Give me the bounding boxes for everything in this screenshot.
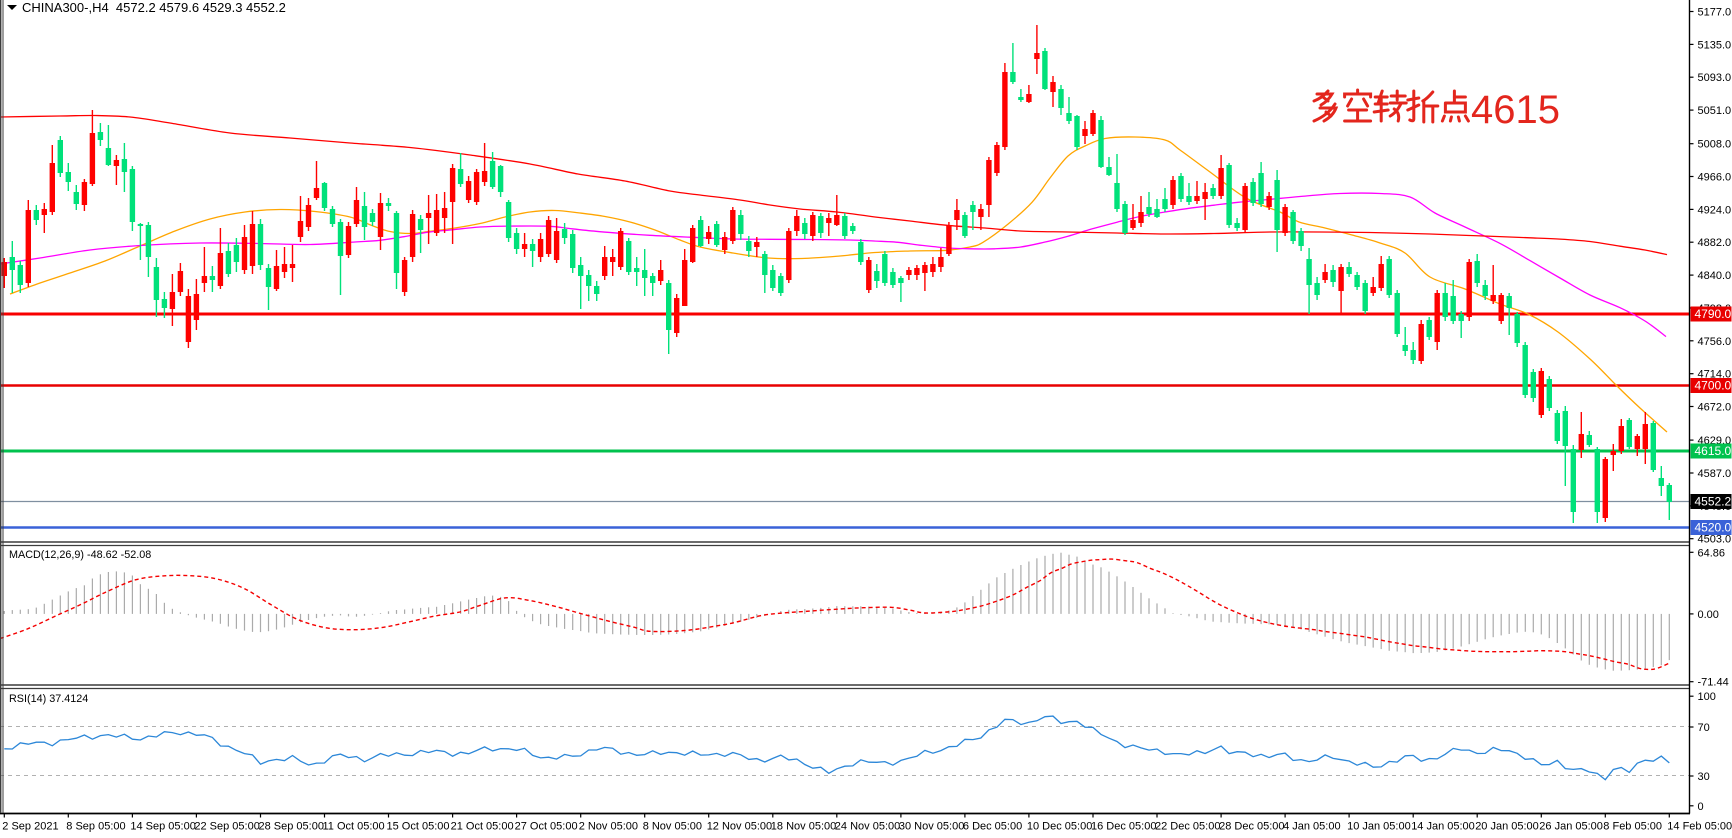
- svg-text:24 Nov 05:00: 24 Nov 05:00: [835, 821, 900, 833]
- svg-text:4756.0: 4756.0: [1698, 336, 1732, 348]
- svg-text:22 Sep 05:00: 22 Sep 05:00: [194, 821, 259, 833]
- svg-text:2 Sep 2021: 2 Sep 2021: [2, 821, 58, 833]
- svg-text:27 Oct 05:00: 27 Oct 05:00: [515, 821, 578, 833]
- svg-text:CHINA300-,H4 4572.2 4579.6 45: CHINA300-,H4 4572.2 4579.6 4529.3 4552.2: [22, 0, 286, 15]
- svg-text:10 Dec 05:00: 10 Dec 05:00: [1027, 821, 1092, 833]
- svg-text:RSI(14) 37.4124: RSI(14) 37.4124: [9, 693, 88, 705]
- svg-text:4840.0: 4840.0: [1698, 270, 1732, 282]
- svg-text:4552.2: 4552.2: [1695, 495, 1732, 509]
- svg-text:100: 100: [1698, 691, 1716, 703]
- svg-text:4672.0: 4672.0: [1698, 402, 1732, 414]
- svg-text:2 Nov 05:00: 2 Nov 05:00: [579, 821, 638, 833]
- svg-text:22 Dec 05:00: 22 Dec 05:00: [1155, 821, 1220, 833]
- svg-text:5177.0: 5177.0: [1698, 7, 1732, 19]
- svg-text:5093.0: 5093.0: [1698, 72, 1732, 84]
- svg-text:8 Nov 05:00: 8 Nov 05:00: [643, 821, 702, 833]
- svg-text:4790.0: 4790.0: [1695, 307, 1732, 321]
- svg-text:4700.0: 4700.0: [1695, 379, 1732, 393]
- svg-text:15 Oct 05:00: 15 Oct 05:00: [387, 821, 450, 833]
- svg-text:26 Jan 05:00: 26 Jan 05:00: [1539, 821, 1603, 833]
- svg-text:5135.0: 5135.0: [1698, 39, 1732, 51]
- svg-text:11 Oct 05:00: 11 Oct 05:00: [323, 821, 385, 833]
- svg-text:0: 0: [1698, 801, 1704, 813]
- svg-text:4503.0: 4503.0: [1698, 534, 1732, 546]
- svg-text:6 Dec 05:00: 6 Dec 05:00: [963, 821, 1022, 833]
- svg-text:64.86: 64.86: [1698, 547, 1726, 559]
- svg-text:16 Dec 05:00: 16 Dec 05:00: [1091, 821, 1156, 833]
- svg-text:5008.0: 5008.0: [1698, 139, 1732, 151]
- svg-text:4615: 4615: [1471, 88, 1560, 132]
- svg-text:21 Oct 05:00: 21 Oct 05:00: [451, 821, 514, 833]
- svg-text:8 Sep 05:00: 8 Sep 05:00: [66, 821, 125, 833]
- svg-text:14 Jan 05:00: 14 Jan 05:00: [1411, 821, 1475, 833]
- svg-text:30: 30: [1698, 771, 1710, 783]
- svg-text:14 Feb 05:00: 14 Feb 05:00: [1667, 821, 1732, 833]
- svg-text:12 Nov 05:00: 12 Nov 05:00: [707, 821, 772, 833]
- svg-text:8 Feb 05:00: 8 Feb 05:00: [1603, 821, 1662, 833]
- svg-text:20 Jan 05:00: 20 Jan 05:00: [1475, 821, 1539, 833]
- svg-text:4714.0: 4714.0: [1698, 369, 1732, 381]
- svg-text:4882.0: 4882.0: [1698, 237, 1732, 249]
- svg-text:4615.0: 4615.0: [1695, 444, 1732, 458]
- svg-text:0.00: 0.00: [1698, 609, 1719, 621]
- svg-text:4520.0: 4520.0: [1695, 521, 1732, 535]
- svg-text:5051.0: 5051.0: [1698, 105, 1732, 117]
- svg-text:4587.0: 4587.0: [1698, 468, 1732, 480]
- svg-text:28 Sep 05:00: 28 Sep 05:00: [259, 821, 324, 833]
- svg-text:70: 70: [1698, 722, 1710, 734]
- svg-text:MACD(12,26,9) -48.62 -52.08: MACD(12,26,9) -48.62 -52.08: [9, 549, 151, 561]
- svg-text:4924.0: 4924.0: [1698, 204, 1732, 216]
- svg-text:28 Dec 05:00: 28 Dec 05:00: [1219, 821, 1284, 833]
- svg-text:18 Nov 05:00: 18 Nov 05:00: [771, 821, 836, 833]
- svg-text:10 Jan 05:00: 10 Jan 05:00: [1347, 821, 1411, 833]
- svg-text:4 Jan 05:00: 4 Jan 05:00: [1283, 821, 1341, 833]
- svg-text:14 Sep 05:00: 14 Sep 05:00: [130, 821, 195, 833]
- svg-text:-71.44: -71.44: [1698, 677, 1729, 689]
- svg-text:4966.0: 4966.0: [1698, 172, 1732, 184]
- svg-text:30 Nov 05:00: 30 Nov 05:00: [899, 821, 964, 833]
